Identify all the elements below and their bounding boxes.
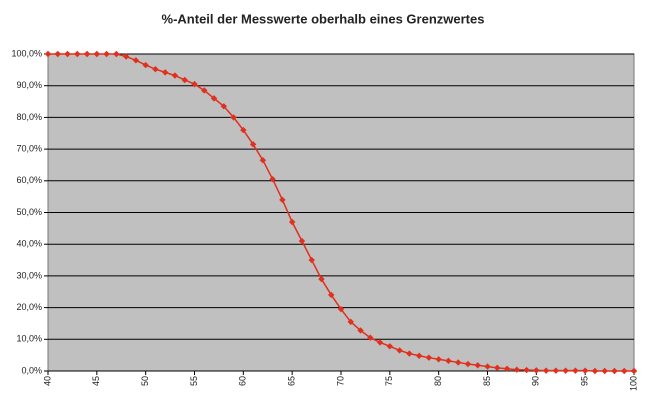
y-tick-label: 50,0% (16, 207, 42, 217)
x-tick-label: 90 (531, 376, 541, 386)
point (621, 367, 628, 375)
point (279, 196, 286, 204)
point (337, 305, 345, 313)
point (562, 367, 569, 374)
point (83, 50, 91, 58)
point (240, 126, 247, 134)
y-tick-label: 60,0% (16, 175, 42, 185)
point (132, 57, 140, 64)
x-tick-label: 85 (482, 376, 492, 386)
x-tick-label: 55 (189, 376, 199, 386)
point (103, 50, 110, 58)
point (464, 360, 472, 368)
point (523, 366, 530, 374)
x-tick-label: 50 (140, 376, 150, 386)
point (542, 367, 550, 374)
point (191, 80, 198, 88)
point (630, 367, 638, 375)
point (357, 327, 364, 334)
point (415, 352, 423, 359)
point (484, 363, 491, 370)
point (298, 237, 306, 245)
point (181, 76, 188, 84)
point (386, 343, 394, 350)
x-tick-label: 80 (433, 376, 443, 386)
point (308, 256, 315, 264)
point (611, 367, 618, 375)
point (269, 176, 276, 183)
point (396, 347, 403, 354)
y-tick-label: 0,0% (21, 365, 42, 375)
x-tick-label: 45 (91, 376, 101, 386)
point (113, 50, 120, 58)
y-tick-label: 80,0% (16, 112, 42, 122)
point (533, 367, 540, 374)
point (44, 50, 52, 58)
chart-title: %-Anteil der Messwerte oberhalb eines Gr… (162, 11, 485, 26)
y-tick-label: 100,0% (11, 48, 42, 58)
point (425, 354, 433, 361)
point (445, 357, 452, 365)
point (406, 350, 413, 357)
point (142, 61, 149, 69)
x-tick-label: 75 (384, 376, 394, 386)
x-tick-label: 70 (335, 376, 345, 386)
y-tick-label: 10,0% (16, 334, 42, 344)
point (171, 72, 179, 79)
point (210, 95, 218, 102)
point (288, 218, 296, 226)
point (503, 365, 511, 372)
x-tick-label: 40 (42, 376, 52, 386)
point (376, 339, 384, 346)
x-tick-label: 95 (580, 376, 590, 386)
point (581, 367, 589, 374)
x-tick-label: 60 (238, 376, 248, 386)
y-tick-label: 70,0% (16, 143, 42, 153)
point (64, 50, 71, 58)
y-tick-label: 30,0% (16, 270, 42, 280)
point (494, 364, 501, 372)
y-tick-label: 40,0% (16, 239, 42, 249)
point (122, 53, 130, 60)
point (601, 367, 608, 375)
point (572, 367, 579, 374)
y-tick-label: 90,0% (16, 80, 42, 90)
point (74, 50, 81, 58)
point (230, 114, 237, 121)
point (591, 367, 599, 375)
point (318, 275, 325, 283)
y-tick-label: 20,0% (16, 302, 42, 312)
point (249, 141, 257, 148)
point (328, 291, 335, 299)
point (162, 69, 169, 76)
point (152, 66, 159, 73)
x-tick-label: 65 (287, 376, 297, 386)
point (220, 103, 227, 110)
point (201, 87, 208, 94)
point (259, 156, 267, 164)
point (435, 356, 442, 363)
point (455, 359, 462, 366)
point (513, 366, 520, 373)
point (93, 50, 101, 58)
point (367, 334, 374, 341)
point (474, 362, 481, 369)
x-tick-label: 100 (628, 376, 638, 391)
point (347, 318, 354, 326)
point (552, 367, 560, 374)
point (54, 50, 61, 58)
